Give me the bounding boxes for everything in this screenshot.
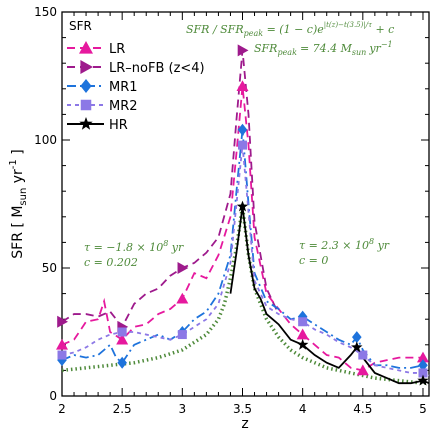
square-marker bbox=[177, 330, 187, 340]
triangle-marker bbox=[56, 338, 68, 350]
square-marker bbox=[298, 317, 308, 327]
x-tick-label: 4 bbox=[299, 402, 307, 416]
series-line bbox=[61, 86, 430, 372]
diamond-marker bbox=[237, 123, 248, 136]
x-tick-label: 4.5 bbox=[353, 402, 372, 416]
peak-value: SFRpeak = 74.4 Msun yr−1 bbox=[254, 40, 393, 57]
legend-label: HR bbox=[109, 118, 128, 133]
legend-entry: HR bbox=[67, 117, 128, 133]
y-axis-label: SFR [ Msun yr-1 ] bbox=[8, 149, 29, 258]
square-marker bbox=[358, 350, 368, 360]
x-axis-label: z bbox=[241, 416, 248, 432]
x-tick-label: 3 bbox=[179, 402, 187, 416]
annotations: SFR / SFRpeak = (1 − c)e|t(z)−t(3.5)|/τ … bbox=[84, 21, 394, 269]
marker-layer bbox=[56, 44, 429, 386]
right-c: c = 0 bbox=[299, 254, 328, 267]
right-triangle-marker bbox=[80, 60, 93, 74]
star-marker bbox=[296, 338, 309, 350]
star-marker bbox=[351, 341, 363, 353]
legend-label: MR2 bbox=[109, 99, 138, 114]
triangle-marker bbox=[116, 333, 129, 345]
right-triangle-marker bbox=[237, 44, 249, 57]
triangle-marker bbox=[79, 41, 93, 54]
x-tick-label: 5 bbox=[419, 402, 427, 416]
legend-label: LR bbox=[109, 42, 125, 57]
square-marker bbox=[117, 327, 127, 337]
x-tick-label: 3.5 bbox=[233, 402, 252, 416]
series-line bbox=[229, 206, 430, 385]
y-tick-label: 100 bbox=[34, 133, 57, 147]
axis-ticks bbox=[61, 11, 429, 397]
star-marker bbox=[236, 200, 249, 212]
diamond-marker bbox=[80, 79, 92, 93]
star-marker bbox=[417, 374, 429, 386]
triangle-marker bbox=[176, 292, 189, 304]
legend-entry: LR bbox=[67, 41, 125, 57]
right-triangle-marker bbox=[177, 262, 189, 274]
left-tau: τ = −1.8 × 108 yr bbox=[84, 239, 184, 254]
right-triangle-marker bbox=[57, 315, 68, 328]
y-tick-label: 0 bbox=[49, 389, 57, 403]
legend-label: LR–noFB (z<4) bbox=[109, 61, 205, 76]
plot-frame bbox=[61, 11, 430, 397]
left-c: c = 0.202 bbox=[84, 256, 138, 269]
legend-entry: MR2 bbox=[67, 99, 138, 114]
right-tau: τ = 2.3 × 108 yr bbox=[299, 237, 390, 252]
square-marker bbox=[418, 368, 428, 378]
square-marker bbox=[57, 350, 67, 360]
triangle-marker bbox=[296, 328, 309, 340]
triangle-marker bbox=[416, 351, 429, 363]
y-tick-label: 50 bbox=[42, 261, 57, 275]
star-marker bbox=[79, 117, 93, 130]
square-marker bbox=[237, 140, 247, 150]
triangle-marker bbox=[236, 80, 249, 92]
legend: SFR LR LR–noFB (z<4) MR1 MR2 HR bbox=[67, 19, 205, 133]
x-tick-label: 2.5 bbox=[113, 402, 132, 416]
y-tick-label: 150 bbox=[34, 5, 57, 19]
legend-title: SFR bbox=[69, 19, 92, 33]
diamond-marker bbox=[418, 359, 428, 372]
legend-entry: LR–noFB (z<4) bbox=[67, 60, 205, 76]
x-tick-label: 2 bbox=[58, 402, 66, 416]
series-line bbox=[61, 145, 430, 377]
legend-entry: MR1 bbox=[67, 79, 138, 95]
triangle-marker bbox=[356, 364, 369, 376]
square-marker bbox=[80, 99, 92, 111]
diamond-marker bbox=[117, 356, 127, 369]
legend-label: MR1 bbox=[109, 80, 138, 95]
diamond-marker bbox=[352, 331, 362, 344]
fit-formula: SFR / SFRpeak = (1 − c)e|t(z)−t(3.5)|/τ … bbox=[186, 21, 394, 38]
